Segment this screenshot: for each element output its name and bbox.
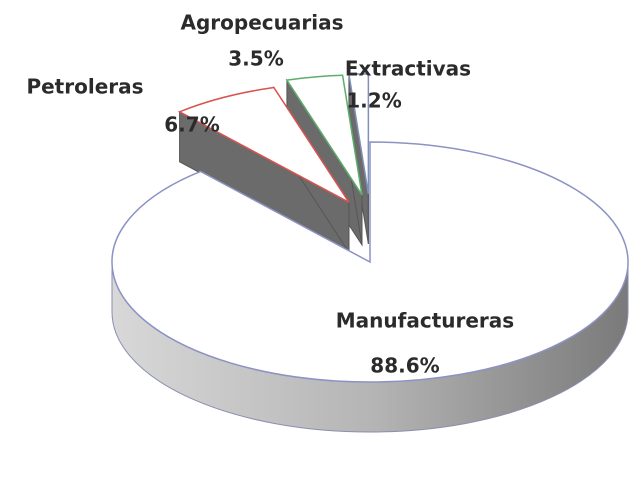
slice-category-label: Extractivas <box>345 57 471 81</box>
slice <box>177 86 350 204</box>
labels: Manufactureras 88.6% Petroleras 6.7% Agropec… <box>26 11 514 378</box>
slices <box>111 73 629 433</box>
slice-category-label: Manufactureras <box>336 309 514 333</box>
slice-value-label: 88.6% <box>370 354 439 378</box>
slice-category-label: Agropecuarias <box>181 11 344 35</box>
slice <box>111 141 629 383</box>
slice <box>348 73 370 194</box>
slice-value-label: 6.7% <box>164 113 219 137</box>
slice <box>285 74 363 196</box>
slice-value-label: 1.2% <box>346 89 401 113</box>
slice-value-label: 3.5% <box>228 47 283 71</box>
slice-category-label: Petroleras <box>26 75 143 99</box>
